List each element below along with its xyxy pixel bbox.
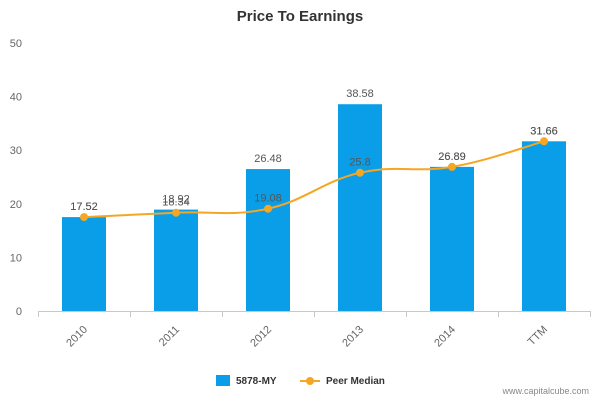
y-tick-label: 40 — [10, 92, 22, 104]
bar — [430, 166, 474, 311]
legend-label-bar: 5878-MY — [236, 376, 277, 387]
line-series — [80, 137, 548, 222]
legend: 5878-MY Peer Median — [216, 375, 385, 387]
chart-title: Price To Earnings — [237, 8, 363, 25]
line-data-label: 26.89 — [438, 151, 466, 163]
bar-data-label: 38.58 — [346, 88, 374, 100]
line-data-label: 31.66 — [530, 125, 558, 137]
bar — [62, 217, 106, 311]
legend-swatch-bar — [216, 375, 230, 386]
line-data-label: 19.08 — [254, 193, 282, 205]
y-axis: 0 10 20 30 40 50 — [10, 38, 22, 318]
x-tick-label: 2011 — [157, 324, 182, 349]
bar — [246, 169, 290, 311]
line-data-label: 17.52 — [70, 201, 98, 213]
line-data-label: 25.8 — [349, 157, 370, 169]
line-point — [356, 168, 364, 177]
bar — [338, 104, 382, 311]
x-tick-label: 2014 — [432, 324, 458, 350]
y-tick-label: 30 — [10, 145, 22, 157]
line-point — [172, 208, 180, 217]
legend-label-line: Peer Median — [326, 376, 385, 387]
line-data-labels: 17.52 18.34 19.08 25.8 26.89 31.66 — [70, 125, 558, 213]
bar-data-label: 31.66 — [530, 125, 558, 137]
bar-data-label: 17.52 — [70, 201, 98, 213]
x-tick-label: 2012 — [248, 324, 274, 350]
y-tick-label: 10 — [10, 252, 22, 264]
line-point — [540, 137, 548, 146]
x-tick-label: 2013 — [340, 324, 366, 350]
line-point — [264, 204, 272, 213]
bar-data-label: 26.48 — [254, 153, 282, 165]
y-tick-label: 20 — [10, 199, 22, 211]
bar — [154, 209, 198, 311]
line-point — [80, 213, 88, 222]
bar-data-labels: 17.52 18.92 26.48 38.58 26.89 31.66 — [70, 88, 558, 213]
bar-data-label: 26.89 — [438, 151, 466, 163]
bar — [522, 141, 566, 311]
line-data-label: 18.34 — [162, 197, 190, 209]
x-tick-label: 2010 — [64, 324, 90, 350]
bar-data-label: 18.92 — [162, 194, 190, 206]
y-tick-label: 0 — [16, 306, 22, 318]
peer-median-line — [83, 140, 545, 219]
x-axis: 2010 2011 2012 2013 2014 TTM — [38, 311, 591, 349]
x-tick-label: TTM — [526, 324, 550, 348]
line-point — [448, 162, 456, 171]
bar-series — [62, 104, 566, 311]
y-tick-label: 50 — [10, 38, 22, 50]
watermark-text: www.capitalcube.com — [501, 386, 589, 396]
legend-swatch-marker — [306, 377, 314, 385]
